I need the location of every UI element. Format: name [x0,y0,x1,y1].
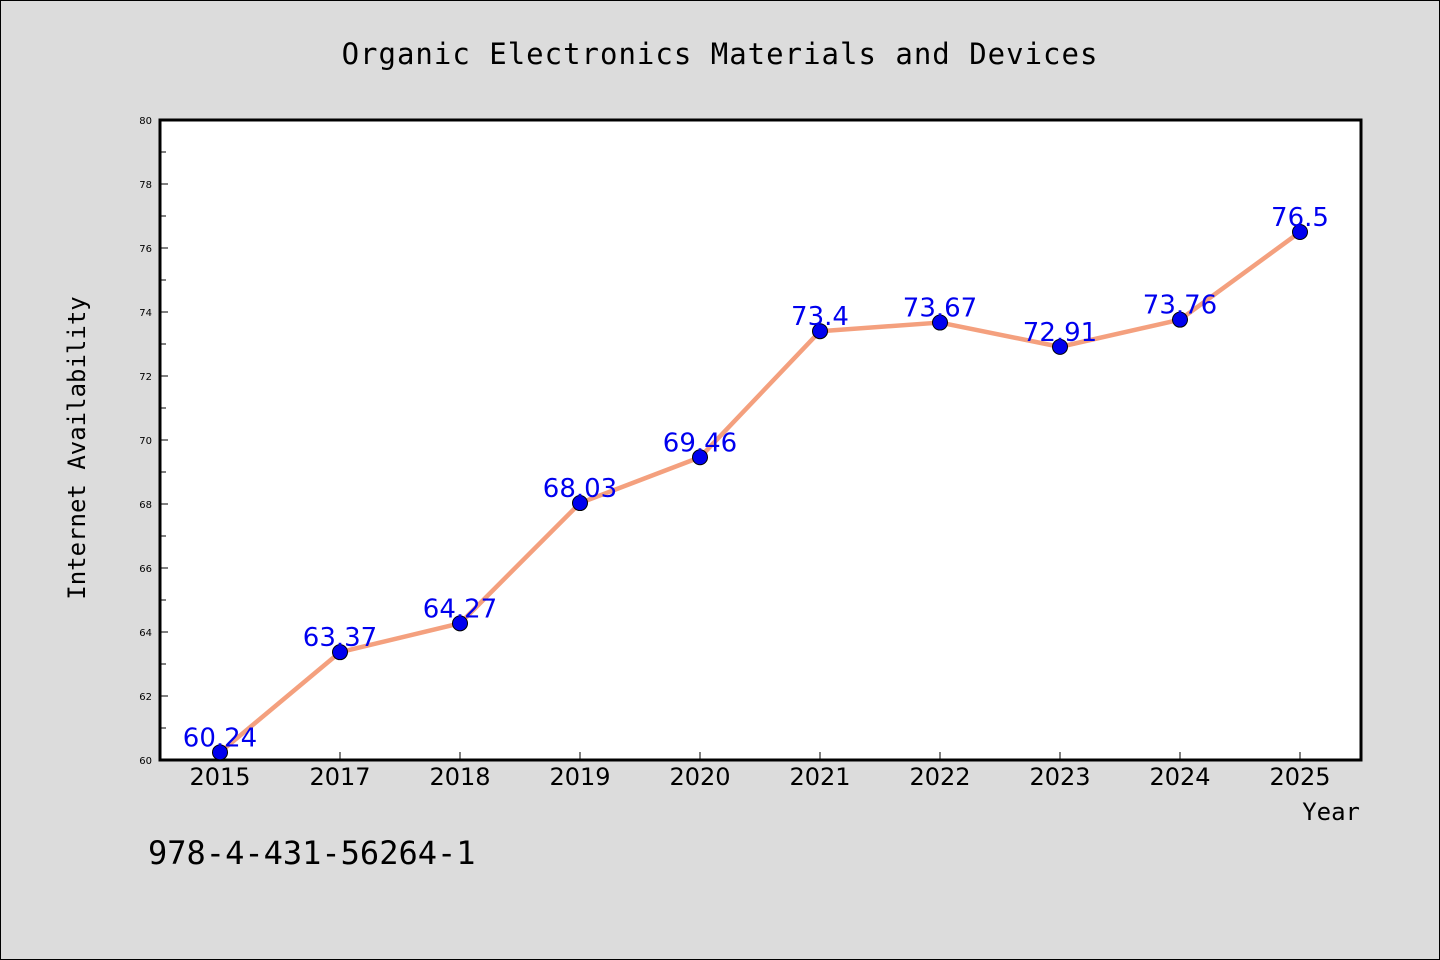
y-tick-label: 70 [139,436,152,447]
data-label: 64.27 [423,594,497,624]
y-axis: 60 62 64 66 68 70 72 74 76 78 80 [139,116,168,767]
x-tick-label: 2022 [909,763,970,791]
y-tick-label: 80 [139,116,152,127]
y-tick-label: 64 [139,628,152,639]
x-tick-label: 2023 [1029,763,1090,791]
x-tick-label: 2017 [309,763,370,791]
chart-title: Organic Electronics Materials and Device… [342,37,1099,71]
data-label: 76.5 [1271,203,1329,233]
series-layer [212,224,1308,761]
y-tick-label: 78 [139,180,152,191]
x-axis: 2015 2017 2018 2019 2020 2021 2022 2023 2024 2025 [189,752,1331,791]
y-tick-label: 68 [139,500,152,511]
series-line [217,229,1303,755]
data-point [1292,224,1308,240]
data-label: 73.4 [791,302,849,332]
y-tick-label: 62 [139,692,152,703]
data-point [452,615,468,632]
data-point [572,495,588,512]
data-point [332,644,348,661]
x-tick-label: 2025 [1269,763,1330,791]
x-tick-label: 2021 [789,763,850,791]
data-point [1052,338,1068,355]
data-label: 68.03 [543,474,617,504]
x-axis-label: Year [1302,798,1360,826]
x-tick-label: 2015 [189,763,250,791]
data-label: 69.46 [663,428,737,458]
data-point [932,314,948,331]
y-tick-label: 72 [139,372,152,383]
data-label: 73.76 [1143,291,1217,321]
y-tick-label: 76 [139,244,152,255]
data-point [212,744,228,761]
y-tick-label: 66 [139,564,152,575]
y-tick-label: 74 [139,308,152,319]
x-tick-label: 2020 [669,763,730,791]
plot-area [158,118,1363,762]
data-label: 73.67 [903,294,977,324]
data-label: 60.24 [183,723,257,753]
y-axis-label: Internet Availability [63,296,91,599]
data-label: 72.91 [1023,318,1097,348]
x-tick-label: 2024 [1149,763,1210,791]
x-tick-label: 2019 [549,763,610,791]
data-point [1172,311,1188,328]
data-label-layer: 60.24 63.37 64.27 68.03 69.46 73.4 73.67 72.91 7… [183,203,1329,753]
data-point [812,323,828,340]
data-label: 63.37 [303,623,377,653]
y-tick-label: 60 [139,756,152,767]
footnote-code: 978-4-431-56264-1 [148,834,476,872]
x-tick-label: 2018 [429,763,490,791]
data-point [692,449,708,466]
